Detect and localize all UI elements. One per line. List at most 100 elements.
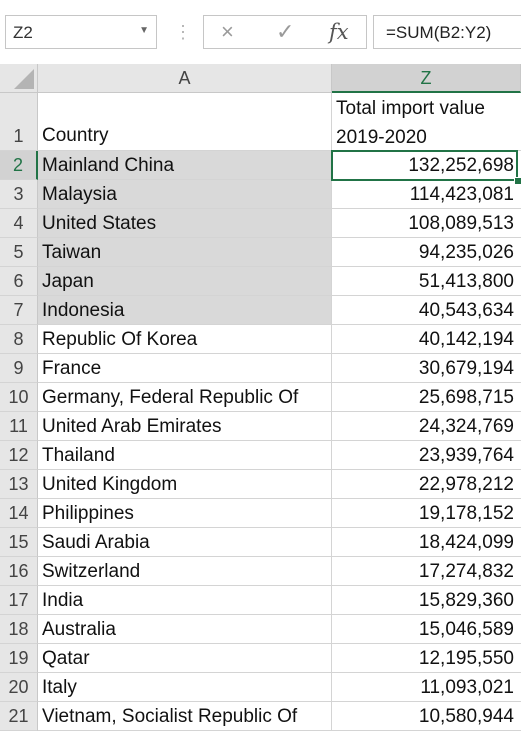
table-row: 19 Qatar 12,195,550 bbox=[0, 644, 521, 673]
select-all-icon[interactable] bbox=[14, 69, 34, 89]
cell-value[interactable]: 11,093,021 bbox=[332, 673, 521, 702]
table-row: 14 Philippines 19,178,152 bbox=[0, 499, 521, 528]
column-header-z[interactable]: Z bbox=[332, 64, 521, 93]
name-box-value[interactable]: Z2 bbox=[13, 23, 33, 42]
fill-handle[interactable] bbox=[514, 177, 521, 185]
formula-text[interactable]: =SUM(B2:Y2) bbox=[386, 23, 492, 42]
table-row: 2 Mainland China 132,252,698 bbox=[0, 151, 521, 180]
row-header[interactable]: 12 bbox=[0, 441, 38, 470]
cell-value[interactable]: 108,089,513 bbox=[332, 209, 521, 238]
row-header[interactable]: 5 bbox=[0, 238, 38, 267]
table-row: 18 Australia 15,046,589 bbox=[0, 615, 521, 644]
row-header[interactable]: 10 bbox=[0, 383, 38, 412]
table-row: 9 France 30,679,194 bbox=[0, 354, 521, 383]
cell-value-header[interactable]: Total import value 2019-2020 bbox=[332, 93, 521, 151]
cell-country[interactable]: Philippines bbox=[38, 499, 332, 528]
cell-value[interactable]: 51,413,800 bbox=[332, 267, 521, 296]
row-header[interactable]: 7 bbox=[0, 296, 38, 325]
cell-value[interactable]: 132,252,698 bbox=[332, 151, 521, 180]
row-header[interactable]: 11 bbox=[0, 412, 38, 441]
row-header[interactable]: 16 bbox=[0, 557, 38, 586]
cell-country[interactable]: United Kingdom bbox=[38, 470, 332, 499]
table-row: 16 Switzerland 17,274,832 bbox=[0, 557, 521, 586]
cell-country[interactable]: Vietnam, Socialist Republic Of bbox=[38, 702, 332, 731]
enter-icon[interactable]: ✓ bbox=[276, 19, 295, 44]
cell-country[interactable]: Republic Of Korea bbox=[38, 325, 332, 354]
cell-country[interactable]: Italy bbox=[38, 673, 332, 702]
row-header[interactable]: 15 bbox=[0, 528, 38, 557]
cell-value[interactable]: 30,679,194 bbox=[332, 354, 521, 383]
cell-country[interactable]: France bbox=[38, 354, 332, 383]
header-line-2: 2019-2020 bbox=[336, 127, 427, 148]
cell-value[interactable]: 12,195,550 bbox=[332, 644, 521, 673]
row-header[interactable]: 17 bbox=[0, 586, 38, 615]
table-header-row: 1 Country Total import value 2019-2020 bbox=[0, 93, 521, 151]
row-header[interactable]: 21 bbox=[0, 702, 38, 731]
column-header-a[interactable]: A bbox=[38, 64, 332, 93]
table-row: 12 Thailand 23,939,764 bbox=[0, 441, 521, 470]
cell-country[interactable]: India bbox=[38, 586, 332, 615]
cell-country[interactable]: Thailand bbox=[38, 441, 332, 470]
row-header[interactable]: 2 bbox=[0, 151, 38, 180]
cell-value[interactable]: 40,142,194 bbox=[332, 325, 521, 354]
row-header[interactable]: 13 bbox=[0, 470, 38, 499]
cell-country[interactable]: Australia bbox=[38, 615, 332, 644]
cell-country[interactable]: United States bbox=[38, 209, 332, 238]
cell-value[interactable]: 25,698,715 bbox=[332, 383, 521, 412]
row-header[interactable]: 9 bbox=[0, 354, 38, 383]
table-row: 21 Vietnam, Socialist Republic Of 10,580,9… bbox=[0, 702, 521, 731]
table-row: 8 Republic Of Korea 40,142,194 bbox=[0, 325, 521, 354]
select-all-button[interactable] bbox=[0, 64, 38, 93]
cell-country[interactable]: United Arab Emirates bbox=[38, 412, 332, 441]
cell-country[interactable]: Saudi Arabia bbox=[38, 528, 332, 557]
cell-value[interactable]: 114,423,081 bbox=[332, 180, 521, 209]
cell-value[interactable]: 17,274,832 bbox=[332, 557, 521, 586]
cell-value[interactable]: 24,324,769 bbox=[332, 412, 521, 441]
table-row: 20 Italy 11,093,021 bbox=[0, 673, 521, 702]
cell-value[interactable]: 22,978,212 bbox=[332, 470, 521, 499]
row-header[interactable]: 6 bbox=[0, 267, 38, 296]
table-row: 11 United Arab Emirates 24,324,769 bbox=[0, 412, 521, 441]
cell-country[interactable]: Switzerland bbox=[38, 557, 332, 586]
cell-country-header[interactable]: Country bbox=[38, 93, 332, 151]
table-row: 17 India 15,829,360 bbox=[0, 586, 521, 615]
row-header[interactable]: 14 bbox=[0, 499, 38, 528]
cell-value[interactable]: 15,046,589 bbox=[332, 615, 521, 644]
cell-value[interactable]: 10,580,944 bbox=[332, 702, 521, 731]
drag-handle-icon[interactable]: ⋮ bbox=[174, 22, 192, 42]
cell-value[interactable]: 19,178,152 bbox=[332, 499, 521, 528]
row-header[interactable]: 4 bbox=[0, 209, 38, 238]
table-row: 15 Saudi Arabia 18,424,099 bbox=[0, 528, 521, 557]
cell-value[interactable]: 23,939,764 bbox=[332, 441, 521, 470]
cell-country[interactable]: Qatar bbox=[38, 644, 332, 673]
table-row: 6 Japan 51,413,800 bbox=[0, 267, 521, 296]
cell-country[interactable]: Taiwan bbox=[38, 238, 332, 267]
row-header[interactable]: 18 bbox=[0, 615, 38, 644]
cell-country[interactable]: Germany, Federal Republic Of bbox=[38, 383, 332, 412]
name-box[interactable]: Z2 ▼ bbox=[5, 15, 157, 49]
formula-input[interactable]: =SUM(B2:Y2) bbox=[373, 15, 521, 49]
row-header[interactable]: 3 bbox=[0, 180, 38, 209]
header-line-1: Total import value bbox=[336, 98, 485, 119]
row-header[interactable]: 20 bbox=[0, 673, 38, 702]
table-row: 7 Indonesia 40,543,634 bbox=[0, 296, 521, 325]
formula-buttons: × ✓ fx bbox=[203, 15, 367, 49]
row-header[interactable]: 1 bbox=[0, 93, 38, 151]
cell-value[interactable]: 18,424,099 bbox=[332, 528, 521, 557]
cell-country[interactable]: Indonesia bbox=[38, 296, 332, 325]
insert-function-icon[interactable]: fx bbox=[329, 20, 349, 44]
cell-value[interactable]: 94,235,026 bbox=[332, 238, 521, 267]
cancel-icon[interactable]: × bbox=[221, 19, 234, 44]
table-row: 5 Taiwan 94,235,026 bbox=[0, 238, 521, 267]
chevron-down-icon[interactable]: ▼ bbox=[139, 25, 149, 36]
cell-country[interactable]: Mainland China bbox=[38, 151, 332, 180]
cell-value[interactable]: 15,829,360 bbox=[332, 586, 521, 615]
row-header[interactable]: 19 bbox=[0, 644, 38, 673]
row-header[interactable]: 8 bbox=[0, 325, 38, 354]
cell-country[interactable]: Malaysia bbox=[38, 180, 332, 209]
cell-country[interactable]: Japan bbox=[38, 267, 332, 296]
table-row: 3 Malaysia 114,423,081 bbox=[0, 180, 521, 209]
table-row: 13 United Kingdom 22,978,212 bbox=[0, 470, 521, 499]
cell-value[interactable]: 40,543,634 bbox=[332, 296, 521, 325]
table-row: 4 United States 108,089,513 bbox=[0, 209, 521, 238]
